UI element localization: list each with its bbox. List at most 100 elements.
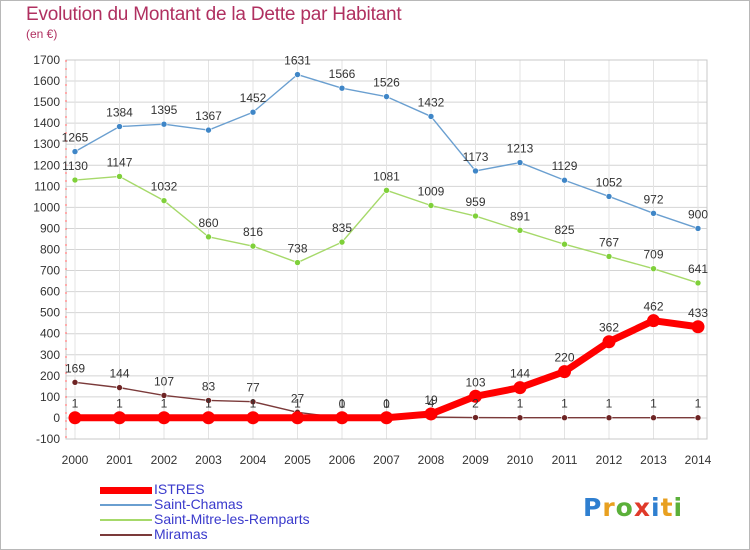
x-tick-label: 2004 [240, 453, 267, 467]
data-point [113, 411, 126, 425]
data-label: 1 [339, 397, 346, 411]
data-label: 1526 [373, 76, 400, 90]
data-point [561, 414, 568, 422]
data-point [116, 384, 123, 391]
data-label: 169 [65, 361, 85, 375]
data-point [160, 392, 168, 399]
logo-letter: i [651, 493, 661, 522]
data-point [513, 381, 527, 395]
data-point [516, 159, 524, 166]
logo-letter: P [583, 493, 603, 522]
data-label: 1 [116, 397, 123, 411]
data-label: 0 [383, 397, 390, 411]
data-label: 1 [72, 397, 79, 411]
data-label: 1129 [552, 159, 578, 173]
x-tick-label: 2000 [62, 453, 89, 467]
data-label: 1 [161, 397, 168, 411]
data-point [602, 335, 616, 349]
legend-swatch [100, 504, 152, 506]
x-tick-label: 2005 [284, 453, 311, 467]
logo-letter: t [660, 493, 674, 522]
data-label: 860 [198, 216, 218, 230]
x-tick-label: 2001 [106, 453, 133, 467]
data-point [160, 197, 168, 204]
data-point [427, 202, 435, 209]
data-label: 107 [154, 374, 174, 388]
logo-letter: x [633, 493, 651, 522]
data-point [694, 225, 702, 232]
data-point [291, 411, 304, 425]
x-tick-label: 2008 [418, 453, 445, 467]
y-tick-label: 300 [40, 348, 60, 362]
y-tick-label: 1100 [34, 179, 60, 193]
data-point [605, 414, 613, 422]
data-label: 1 [561, 397, 568, 411]
data-point [469, 389, 482, 403]
data-label: 1 [606, 397, 613, 411]
data-label: 1265 [62, 131, 89, 145]
data-point [383, 187, 390, 194]
data-point [294, 71, 301, 78]
data-label: 1432 [418, 95, 445, 109]
legend-label: ISTRES [154, 481, 205, 497]
data-point [650, 265, 657, 272]
chart-title: Evolution du Montant de la Dette par Hab… [26, 4, 402, 25]
data-label: 1 [650, 397, 657, 411]
logo-letter: r [602, 493, 616, 522]
data-point [691, 320, 705, 334]
y-tick-label: 100 [40, 390, 60, 404]
logo-letter: i [673, 493, 684, 522]
data-point [249, 398, 257, 406]
data-label: 1566 [329, 67, 356, 81]
y-tick-label: 700 [40, 264, 60, 278]
y-tick-label: 500 [40, 306, 60, 320]
data-label: 144 [510, 367, 530, 381]
legend-swatch [100, 487, 152, 494]
data-label: 1081 [373, 169, 400, 183]
data-label: 1 [294, 397, 301, 411]
data-point [561, 240, 568, 248]
data-label: 2 [472, 397, 479, 411]
data-point [71, 176, 79, 184]
data-label: 738 [287, 242, 307, 256]
data-label: 77 [246, 381, 260, 395]
data-label: 1147 [107, 155, 133, 169]
x-tick-label: 2003 [195, 453, 222, 467]
data-label: 1130 [62, 159, 88, 173]
data-label: 1052 [596, 175, 623, 189]
data-label: 767 [599, 235, 619, 249]
data-point [71, 148, 79, 155]
data-label: 1173 [463, 150, 489, 164]
x-tick-label: 2010 [507, 453, 534, 467]
y-tick-label: 200 [40, 369, 60, 383]
data-label: 462 [643, 300, 663, 314]
y-tick-label: 900 [40, 221, 60, 235]
y-tick-label: 1700 [33, 53, 60, 67]
y-tick-label: 1400 [33, 116, 60, 130]
data-point [380, 411, 393, 425]
data-label: 19 [424, 393, 438, 407]
legend-label: Saint-Mitre-les-Remparts [154, 511, 310, 527]
x-tick-label: 2014 [685, 453, 712, 467]
data-point [516, 414, 524, 422]
data-point [424, 407, 438, 421]
data-point [68, 411, 82, 425]
data-label: 835 [332, 221, 352, 235]
y-tick-label: 1500 [33, 95, 60, 109]
data-point [71, 379, 79, 386]
data-label: 220 [554, 351, 574, 365]
x-tick-label: 2011 [552, 453, 578, 467]
chart-subtitle: (en €) [26, 27, 58, 41]
data-label: 1 [383, 397, 390, 411]
data-point [650, 414, 657, 422]
data-label: 972 [643, 192, 663, 206]
legend-label: Miramas [154, 526, 208, 542]
data-label: 709 [643, 248, 663, 262]
x-tick-label: 2006 [329, 453, 356, 467]
data-label: 959 [465, 195, 485, 209]
data-label: 1384 [106, 106, 133, 120]
data-label: 0 [339, 397, 346, 411]
data-point [205, 233, 212, 241]
